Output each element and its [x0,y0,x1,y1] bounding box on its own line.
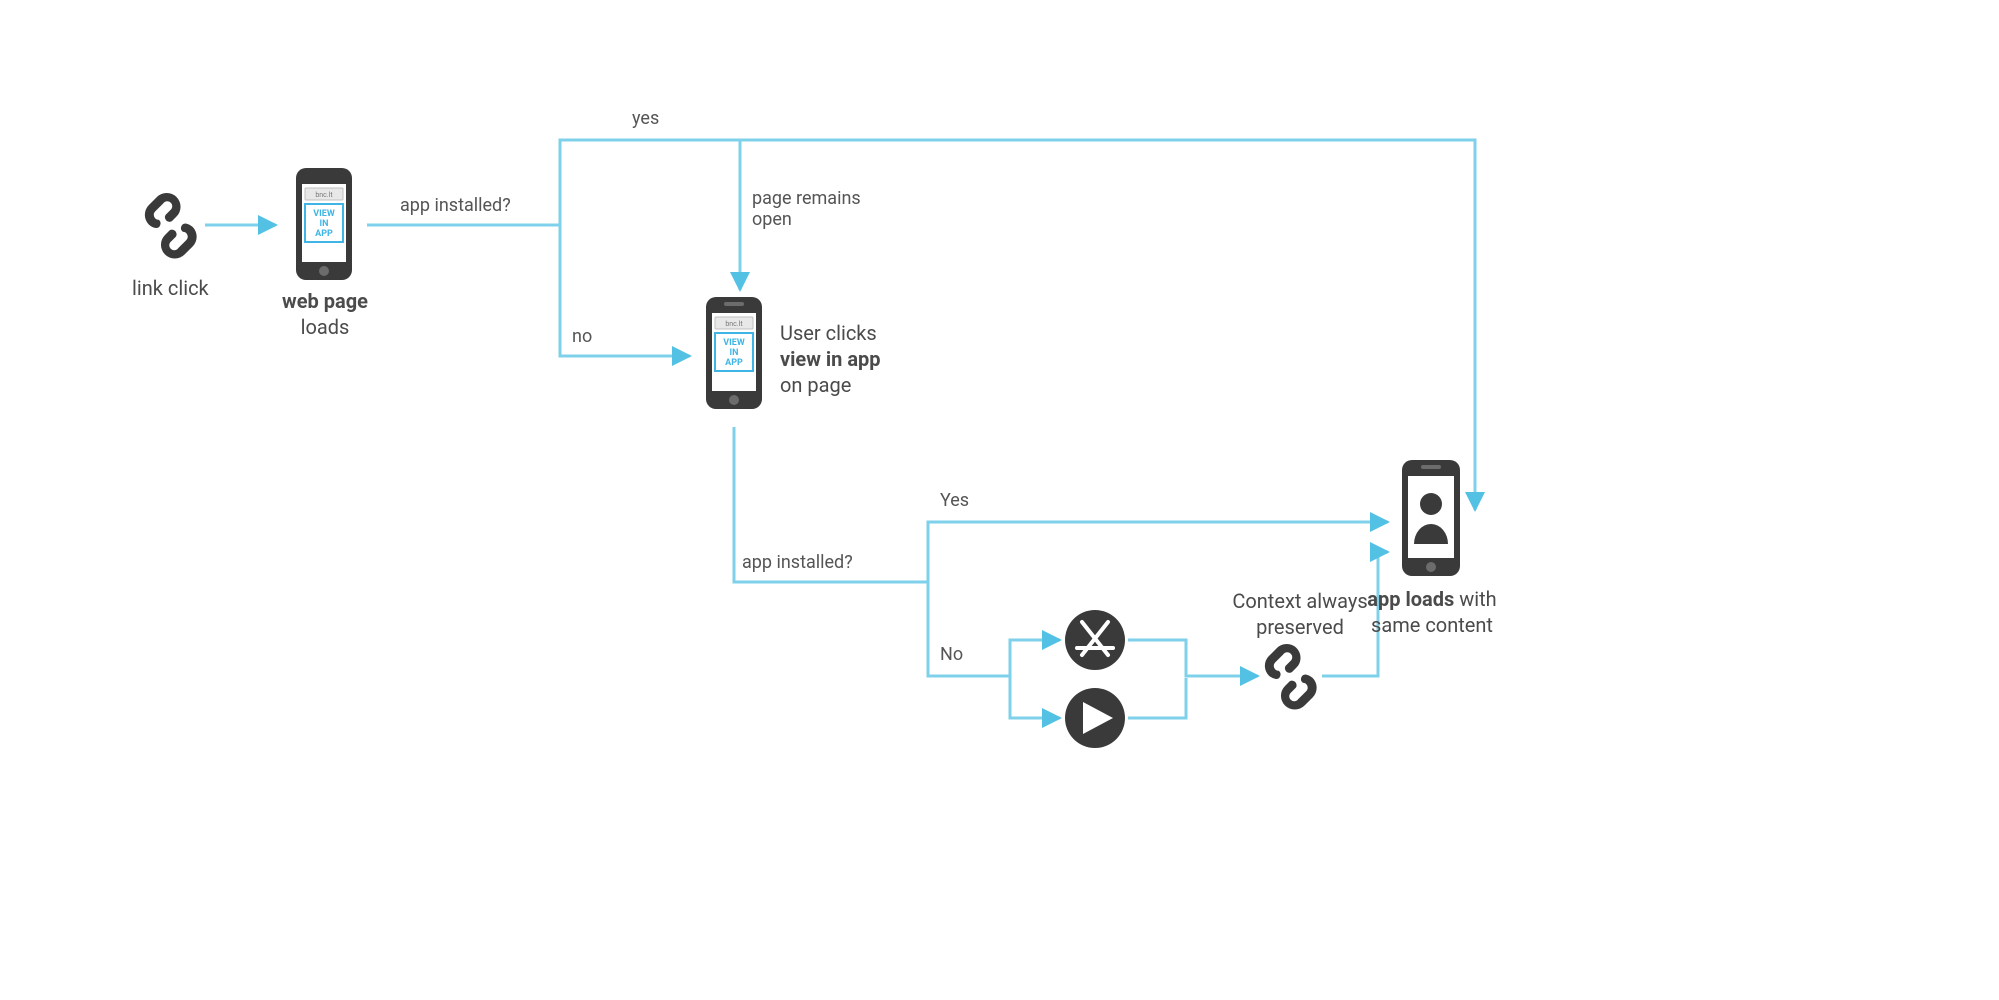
link-icon [1265,644,1317,710]
svg-text:APP: APP [315,229,333,239]
userclicks-label: User clicks view in app on page [780,320,881,398]
phone-icon [1402,460,1460,576]
svg-text:VIEW: VIEW [313,209,335,219]
no2-label: No [940,644,963,665]
edge-yes2 [928,522,1388,582]
phone-url-text: bnc.lt [315,191,333,199]
no1-label: no [572,326,592,347]
svg-text:IN: IN [730,348,739,358]
yes2-label: Yes [940,490,969,511]
svg-text:IN: IN [320,219,329,229]
yes1-label: yes [632,108,659,129]
link-icon [145,193,197,259]
phone-icon: bnc.lt VIEW IN APP [706,297,762,409]
edge-stores-merge-bottom [1128,678,1186,718]
svg-text:bnc.lt: bnc.lt [725,320,743,328]
playstore-icon [1065,688,1125,748]
appstore-icon [1065,610,1125,670]
edge-stores-merge-top [1128,640,1258,676]
webpage-label: web pageloads [265,288,385,340]
edge-no2-play [1010,676,1060,718]
link-click-label: link click [132,275,209,301]
final-label: app loads with same content [1366,586,1498,638]
svg-text:VIEW: VIEW [723,338,745,348]
page-remains-label: page remains open [752,188,861,230]
context-label: Context always preserved [1220,588,1380,640]
phone-icon: bnc.lt VIEW IN APP [296,168,352,280]
edge-yes-top [367,140,1475,510]
app-installed-2-label: app installed? [742,552,853,573]
svg-text:APP: APP [725,358,743,368]
app-installed-1-label: app installed? [400,195,511,216]
